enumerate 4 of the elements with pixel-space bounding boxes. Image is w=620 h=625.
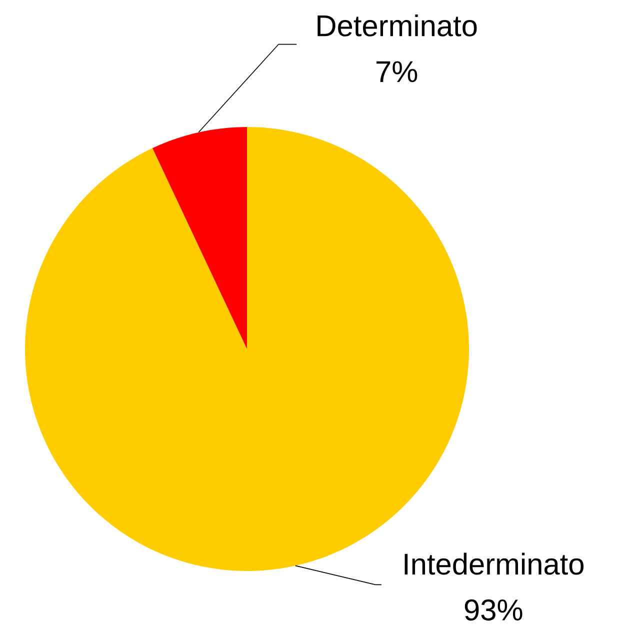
data-label: 93%	[464, 599, 522, 621]
slice-label: Intederminato	[404, 552, 584, 575]
data-label: 7%	[376, 61, 418, 82]
slice-label: Determinato	[318, 14, 477, 36]
